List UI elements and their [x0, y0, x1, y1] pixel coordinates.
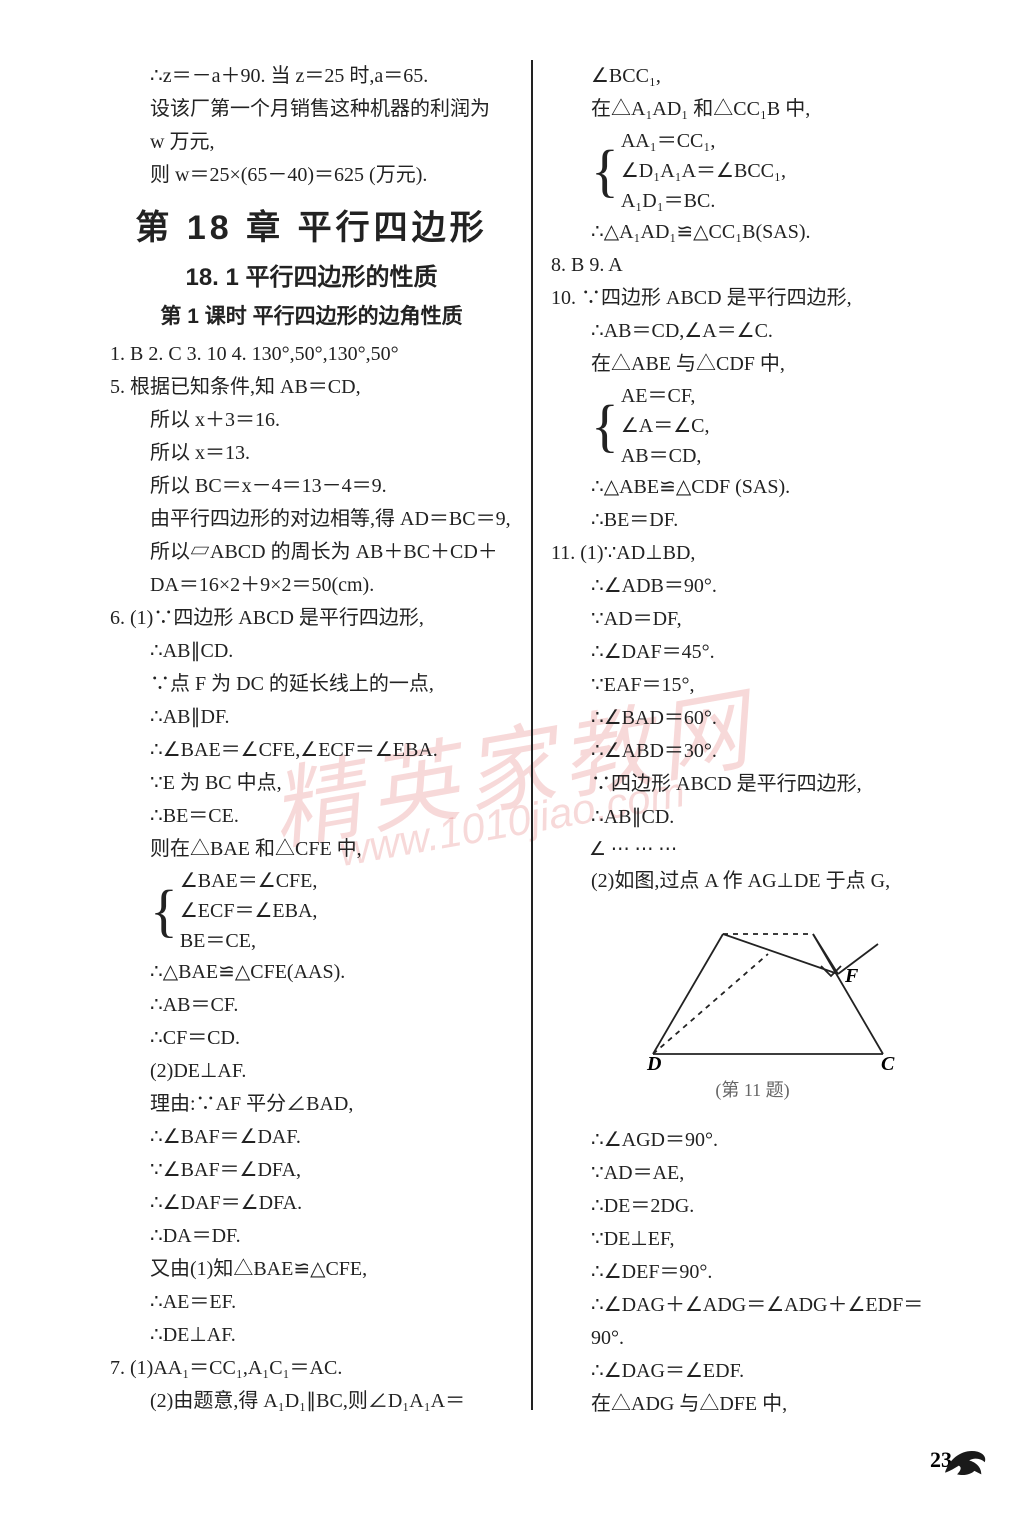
text: 所以 x＋3＝16. — [110, 404, 513, 437]
chapter-title: 第 18 章 平行四边形 — [110, 200, 513, 256]
fig-label-C: C — [881, 1053, 895, 1074]
text: ∴∠ABD＝30°. — [551, 735, 954, 768]
brace-item: ∠ECF＝∠EBA, — [180, 896, 318, 926]
text: 所以▱ABCD 的周长为 AB＋BC＋CD＋ — [110, 536, 513, 569]
answers: 1. B 2. C 3. 10 4. 130°,50°,130°,50° — [110, 338, 513, 371]
text: DA＝16×2＋9×2＝50(cm). — [110, 569, 513, 602]
left-brace-icon: { — [591, 381, 619, 471]
text: ∴∠AGD＝90°. — [551, 1124, 954, 1157]
text: ∴DE⊥AF. — [110, 1319, 513, 1352]
text: 所以 x＝13. — [110, 437, 513, 470]
text: 在△A₁AD₁ 和△CC₁B 中, — [551, 93, 954, 126]
text: ∴∠BAD＝60°. — [551, 702, 954, 735]
text: ∵EAF＝15°, — [551, 669, 954, 702]
text: ∴∠DAF＝∠DFA. — [110, 1187, 513, 1220]
text: 设该厂第一个月销售这种机器的利润为 — [110, 93, 513, 126]
text: ∴z＝－a＋90. 当 z＝25 时,a＝65. — [110, 60, 513, 93]
lesson-title: 第 1 课时 平行四边形的边角性质 — [110, 300, 513, 335]
brace-item: BE＝CE, — [180, 926, 318, 956]
text: 又由(1)知△BAE≌△CFE, — [110, 1253, 513, 1286]
text: ∴BE＝CE. — [110, 800, 513, 833]
text: ∴AB∥CD. — [551, 801, 954, 834]
text: ∴CF＝CD. — [110, 1022, 513, 1055]
text: ∴DE＝2DG. — [551, 1190, 954, 1223]
text: ∴∠BAE＝∠CFE,∠ECF＝∠EBA. — [110, 734, 513, 767]
brace-item: AE＝CF, — [621, 381, 710, 411]
figure-caption: (第 11 题) — [551, 1076, 954, 1106]
geometry-figure: D C F — [593, 904, 913, 1074]
text: 所以 BC＝x－4＝13－4＝9. — [110, 470, 513, 503]
text: ∴△ABE≌△CDF (SAS). — [551, 471, 954, 504]
text: ∵AD＝DF, — [551, 603, 954, 636]
text: ∵AD＝AE, — [551, 1157, 954, 1190]
text: (2)如图,过点 A 作 AG⊥DE 于点 G, — [551, 865, 954, 898]
brace-system: { ∠BAE＝∠CFE, ∠ECF＝∠EBA, BE＝CE, — [150, 866, 513, 956]
text: ∴BE＝DF. — [551, 504, 954, 537]
text: ∵点 F 为 DC 的延长线上的一点, — [110, 668, 513, 701]
text: (2)DE⊥AF. — [110, 1055, 513, 1088]
text: 由平行四边形的对边相等,得 AD＝BC＝9, — [110, 503, 513, 536]
brace-item: ∠A＝∠C, — [621, 411, 710, 441]
answers: 8. B 9. A — [551, 249, 954, 282]
page-body: ∴z＝－a＋90. 当 z＝25 时,a＝65. 设该厂第一个月销售这种机器的利… — [0, 0, 1024, 1470]
text: ∵四边形 ABCD 是平行四边形, — [551, 768, 954, 801]
brace-item: ∠D₁A₁A＝∠BCC₁, — [621, 156, 786, 186]
text: 在△ABE 与△CDF 中, — [551, 348, 954, 381]
q7-head: 7. (1)AA₁＝CC₁,A₁C₁＝AC. — [110, 1352, 513, 1385]
text: ∴∠ADB＝90°. — [551, 570, 954, 603]
text: ∵E 为 BC 中点, — [110, 767, 513, 800]
text: ∠ ⋯ ⋯ ⋯ — [551, 834, 954, 865]
text: ∵∠BAF＝∠DFA, — [110, 1154, 513, 1187]
brace-item: AB＝CD, — [621, 441, 710, 471]
right-column: ∠BCC₁, 在△A₁AD₁ 和△CC₁B 中, { AA₁＝CC₁, ∠D₁A… — [533, 60, 954, 1410]
q6-head: 6. (1)∵四边形 ABCD 是平行四边形, — [110, 602, 513, 635]
text: ∴∠DAG＋∠ADG＝∠ADG＋∠EDF＝90°. — [551, 1289, 954, 1355]
text: ∴AB∥CD. — [110, 635, 513, 668]
text: ∴∠DAF＝45°. — [551, 636, 954, 669]
text: 则在△BAE 和△CFE 中, — [110, 833, 513, 866]
left-brace-icon: { — [150, 866, 178, 956]
brace-system: { AA₁＝CC₁, ∠D₁A₁A＝∠BCC₁, A₁D₁＝BC. — [591, 126, 954, 216]
text: ∴AB＝CF. — [110, 989, 513, 1022]
text: ∴∠DEF＝90°. — [551, 1256, 954, 1289]
text: 理由:∵AF 平分∠BAD, — [110, 1088, 513, 1121]
text: ∴AE＝EF. — [110, 1286, 513, 1319]
section-title: 18. 1 平行四边形的性质 — [110, 258, 513, 298]
fig-label-F: F — [844, 965, 859, 987]
q11-head: 11. (1)∵AD⊥BD, — [551, 537, 954, 570]
text: ∴DA＝DF. — [110, 1220, 513, 1253]
q10-head: 10. ∵四边形 ABCD 是平行四边形, — [551, 282, 954, 315]
brace-system: { AE＝CF, ∠A＝∠C, AB＝CD, — [591, 381, 954, 471]
text: ∴∠DAG＝∠EDF. — [551, 1355, 954, 1388]
dolphin-icon — [938, 1431, 990, 1483]
q5-head: 5. 根据已知条件,知 AB＝CD, — [110, 371, 513, 404]
text: (2)由题意,得 A₁D₁∥BC,则∠D₁A₁A＝ — [110, 1385, 513, 1418]
left-column: ∴z＝－a＋90. 当 z＝25 时,a＝65. 设该厂第一个月销售这种机器的利… — [110, 60, 531, 1410]
text: ∠BCC₁, — [551, 60, 954, 93]
text: ∴∠BAF＝∠DAF. — [110, 1121, 513, 1154]
brace-item: AA₁＝CC₁, — [621, 126, 786, 156]
text: ∴AB∥DF. — [110, 701, 513, 734]
text: ∵DE⊥EF, — [551, 1223, 954, 1256]
brace-item: ∠BAE＝∠CFE, — [180, 866, 318, 896]
text: 则 w＝25×(65－40)＝625 (万元). — [110, 159, 513, 192]
text: w 万元, — [110, 126, 513, 159]
fig-label-D: D — [646, 1053, 661, 1074]
text: 在△ADG 与△DFE 中, — [551, 1388, 954, 1421]
left-brace-icon: { — [591, 126, 619, 216]
text: ∴AB＝CD,∠A＝∠C. — [551, 315, 954, 348]
brace-item: A₁D₁＝BC. — [621, 186, 786, 216]
text: ∴△BAE≌△CFE(AAS). — [110, 956, 513, 989]
text: ∴△A₁AD₁≌△CC₁B(SAS). — [551, 216, 954, 249]
